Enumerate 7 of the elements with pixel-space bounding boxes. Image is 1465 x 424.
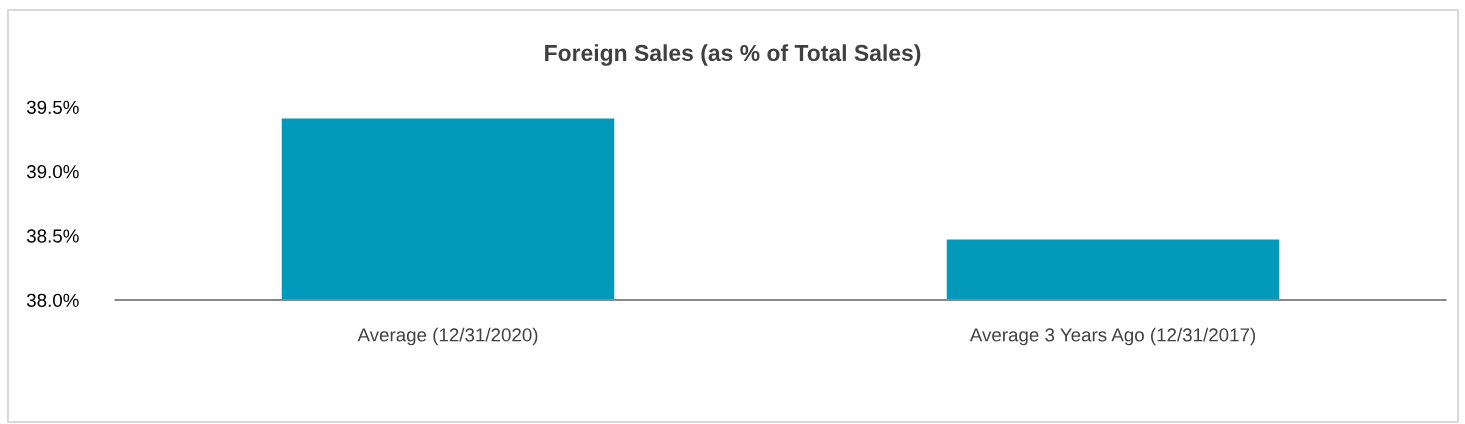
x-tick-label: Average 3 Years Ago (12/31/2017) [969, 327, 1256, 346]
y-tick-label: 39.5% [26, 100, 79, 114]
chart-title: Foreign Sales (as % of Total Sales) [545, 44, 921, 66]
x-tick-label: Average (12/31/2020) [357, 327, 538, 346]
y-tick-label: 38.5% [26, 229, 79, 243]
y-tick-label: 38.0% [26, 293, 79, 307]
y-tick-label: 39.0% [26, 165, 79, 179]
